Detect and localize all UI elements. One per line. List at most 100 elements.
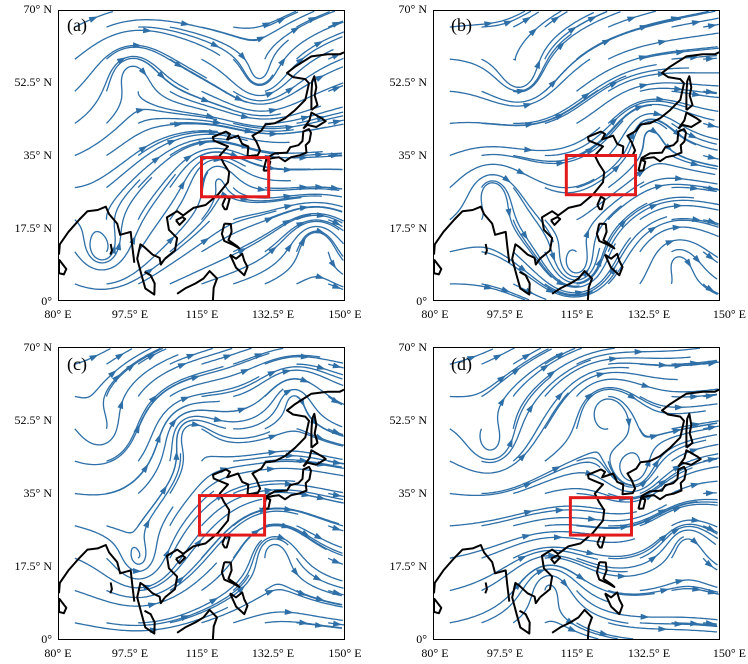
- coastline: [596, 195, 606, 211]
- arrowhead: [315, 184, 325, 190]
- arrowhead: [299, 154, 309, 161]
- streamline: [576, 378, 719, 397]
- arrowhead: [546, 370, 556, 379]
- coastline: [434, 205, 511, 263]
- arrowhead: [132, 568, 142, 574]
- arrowhead: [707, 185, 718, 192]
- arrowhead: [665, 240, 675, 246]
- x-tick: 115° E: [185, 646, 219, 660]
- arrowhead: [705, 56, 715, 62]
- arrowhead: [684, 258, 692, 268]
- streamline: [512, 564, 655, 596]
- streamline: [138, 539, 263, 624]
- coastline: [59, 597, 68, 615]
- arrowhead: [200, 237, 210, 246]
- x-tick: 150° E: [712, 307, 746, 321]
- arrowhead: [634, 348, 644, 355]
- arrowhead: [282, 369, 292, 375]
- arrowhead: [705, 490, 715, 497]
- arrowhead: [526, 403, 534, 413]
- coastline: [59, 544, 136, 602]
- arrowhead: [278, 57, 286, 67]
- arrowhead: [178, 180, 186, 190]
- arrowhead: [268, 246, 277, 255]
- arrowhead: [154, 433, 161, 443]
- arrowhead: [183, 154, 193, 163]
- arrowhead: [587, 515, 598, 522]
- streamline: [137, 376, 260, 462]
- streamline: [449, 376, 552, 461]
- streamline: [264, 543, 342, 597]
- arrowhead: [180, 396, 190, 403]
- arrowhead: [674, 621, 684, 627]
- arrowhead: [316, 212, 326, 218]
- arrowhead: [576, 573, 586, 581]
- arrowhead: [331, 21, 342, 28]
- arrowhead: [331, 282, 342, 289]
- arrowhead: [618, 219, 627, 228]
- y-tick: 52.5° N: [389, 413, 427, 427]
- arrowhead: [608, 265, 616, 275]
- arrowhead: [285, 86, 295, 95]
- arrowhead: [555, 352, 566, 360]
- arrowhead: [331, 428, 342, 435]
- arrowhead: [521, 353, 532, 361]
- arrowhead: [657, 39, 668, 46]
- streamlines: [74, 11, 344, 291]
- arrowhead: [112, 374, 121, 383]
- arrowhead: [565, 617, 575, 626]
- arrowhead: [151, 156, 161, 164]
- y-tick: 70° N: [23, 340, 52, 354]
- arrowhead: [672, 428, 682, 435]
- arrowhead: [516, 168, 526, 175]
- streamline: [169, 194, 302, 253]
- arrowhead: [299, 376, 310, 383]
- arrowhead: [146, 353, 157, 361]
- x-tick: 80° E: [44, 646, 72, 660]
- arrowhead: [551, 466, 562, 473]
- x-tick: 97.5° E: [486, 307, 524, 321]
- arrowhead: [550, 16, 560, 24]
- x-tick: 80° E: [44, 307, 72, 321]
- coastline: [637, 128, 687, 172]
- coastline: [229, 591, 249, 616]
- coastline: [685, 75, 694, 111]
- streamline: [201, 178, 322, 221]
- arrowhead: [240, 368, 250, 376]
- arrowhead: [674, 175, 685, 182]
- coastline: [229, 252, 249, 277]
- arrowhead: [330, 152, 340, 159]
- arrowhead: [268, 449, 278, 456]
- coastline: [175, 554, 187, 565]
- arrowhead: [331, 557, 342, 564]
- streamline-map: [59, 348, 344, 639]
- map-plot-d: [433, 347, 720, 640]
- panel-label-d: (d): [451, 354, 472, 374]
- arrowhead: [88, 16, 99, 23]
- arrowhead: [549, 252, 555, 262]
- coastline: [109, 243, 113, 255]
- arrowhead: [691, 516, 701, 523]
- streamline: [449, 461, 601, 497]
- study-region-box: [568, 496, 633, 537]
- arrowhead: [587, 16, 597, 23]
- coastline: [677, 111, 702, 130]
- arrowhead: [524, 146, 534, 153]
- arrowhead: [313, 40, 324, 48]
- coastline: [434, 597, 443, 615]
- arrowhead: [654, 184, 665, 191]
- arrowhead: [625, 418, 632, 428]
- arrowhead: [276, 17, 287, 25]
- arrowhead: [205, 112, 216, 119]
- arrowhead: [332, 524, 342, 531]
- y-tick: 0°: [41, 294, 52, 308]
- arrowhead: [238, 52, 247, 61]
- arrowhead: [596, 372, 606, 378]
- arrowhead: [626, 16, 637, 23]
- arrowhead: [671, 527, 681, 535]
- arrowhead: [505, 208, 512, 218]
- streamline: [512, 574, 629, 624]
- coastline: [164, 51, 344, 260]
- arrowhead: [299, 205, 309, 212]
- arrowhead: [528, 27, 538, 37]
